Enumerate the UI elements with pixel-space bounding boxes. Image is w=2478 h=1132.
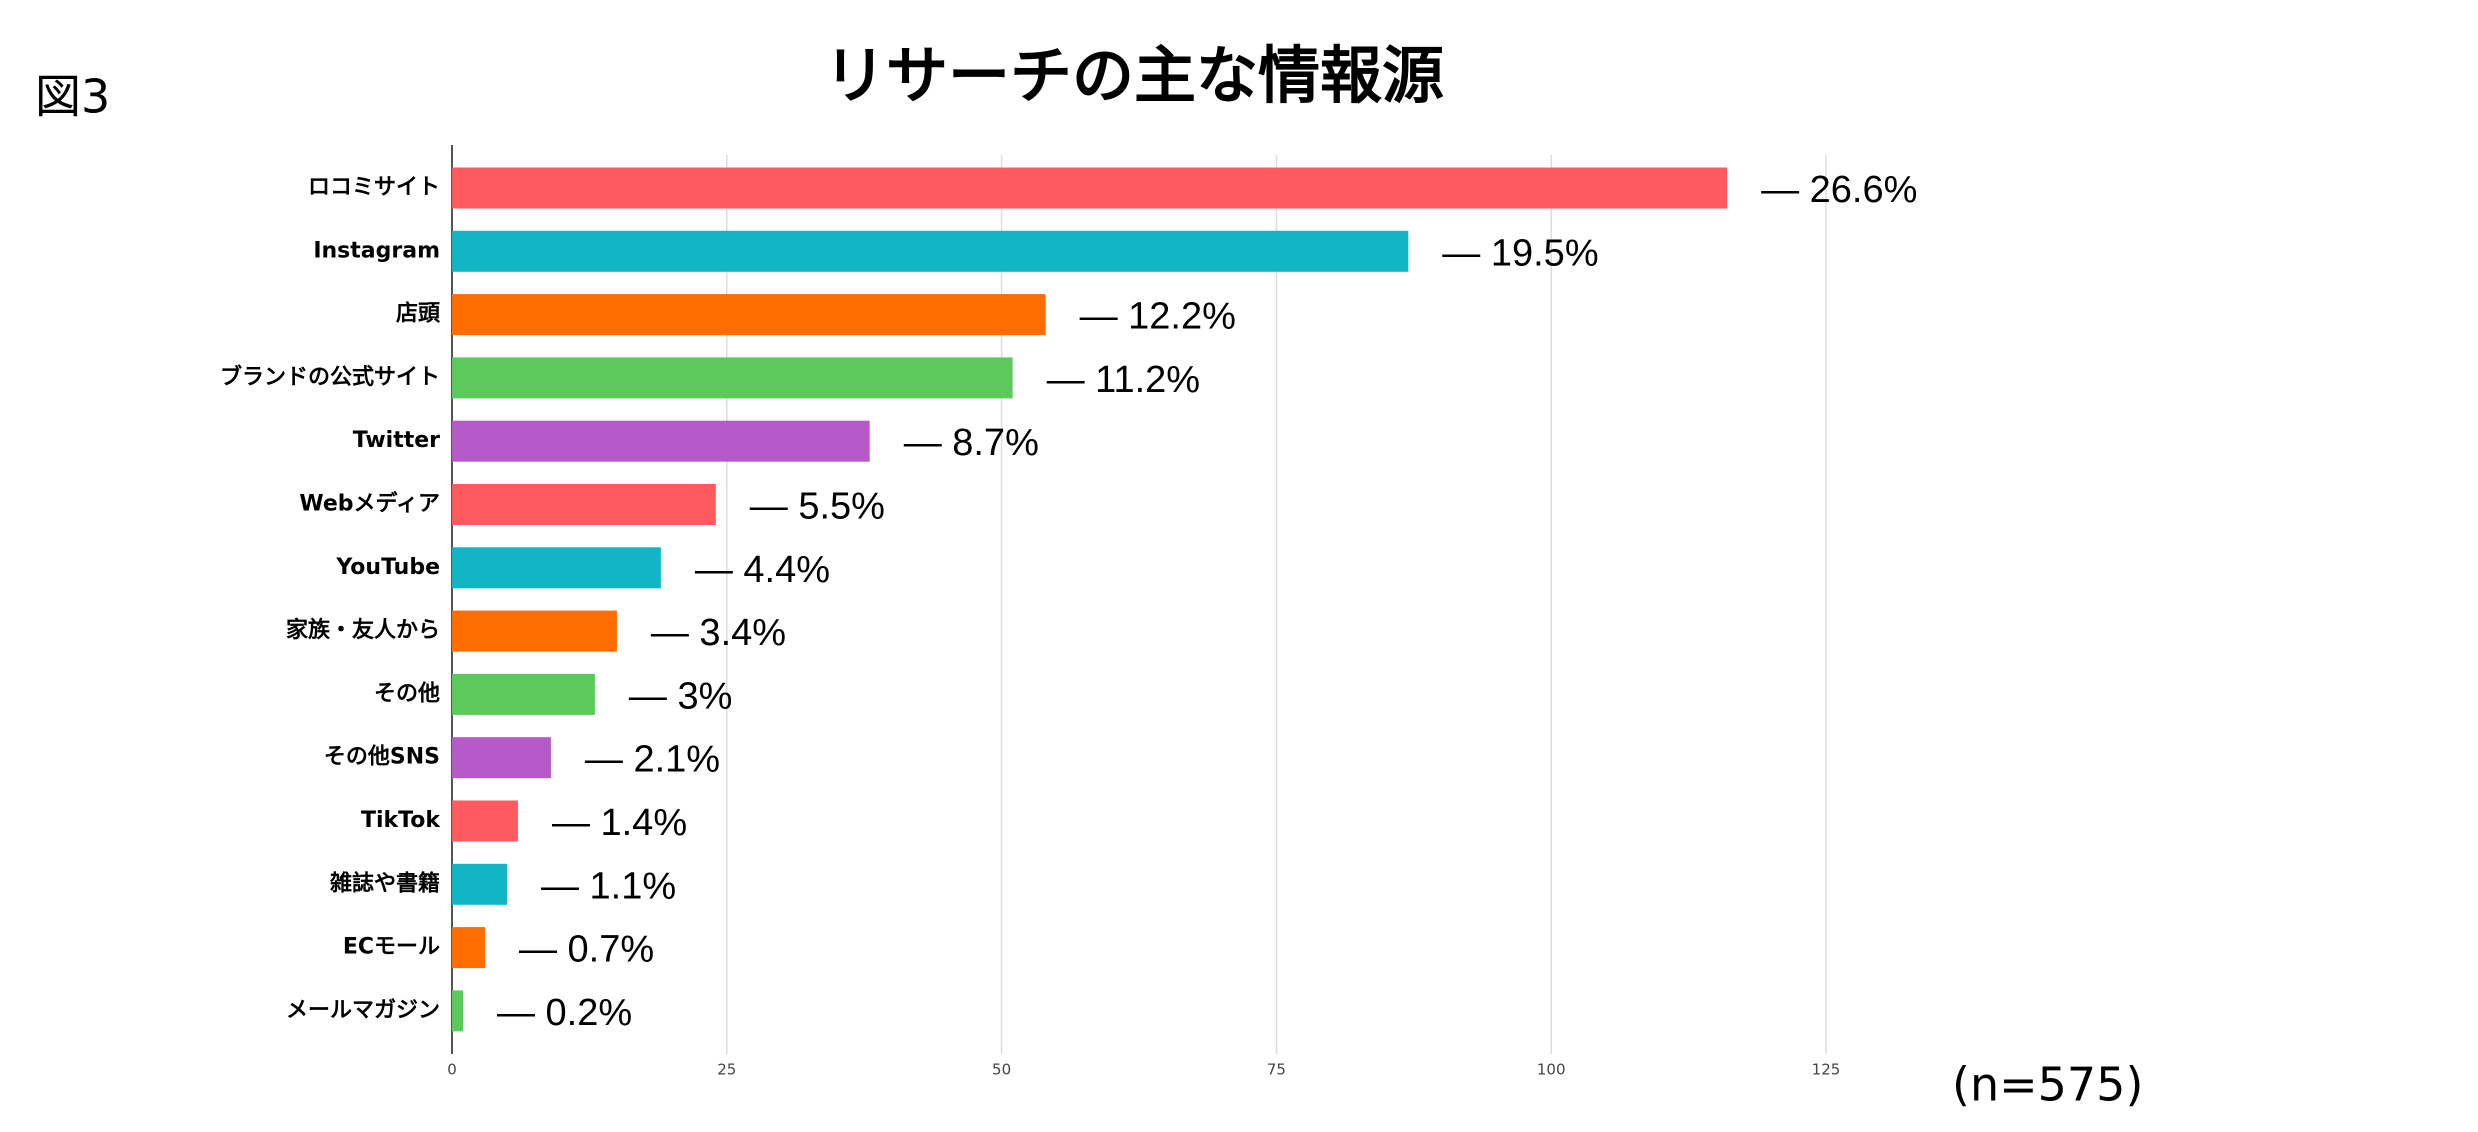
y-tick-label: メールマガジン (286, 998, 440, 1023)
y-tick-label: その他 (374, 681, 440, 706)
figure-label: 図3 (35, 70, 110, 124)
y-tick-label: その他SNS (324, 745, 440, 770)
bar-annotation: — 2.1% (585, 739, 720, 781)
bar-annotation: — 4.4% (695, 549, 830, 591)
bar-annotation: — 1.1% (541, 865, 676, 907)
bar-annotation: — 8.7% (904, 422, 1039, 464)
sample-note: (n=575) (1952, 1058, 2143, 1112)
bar-annotation: — 1.4% (552, 802, 687, 844)
bar-annotation: — 0.2% (497, 992, 632, 1034)
bar (452, 990, 463, 1032)
y-tick-label: ブランドの公式サイト (220, 364, 440, 390)
y-tick-label: 家族・友人から (286, 617, 440, 643)
bar-annotation: — 3.4% (651, 612, 786, 654)
bar-annotation: — 5.5% (750, 486, 885, 528)
x-tick-label: 0 (447, 1061, 457, 1079)
y-tick-label: Webメディア (299, 491, 440, 517)
bar (452, 610, 617, 652)
x-tick-label: 125 (1812, 1061, 1841, 1079)
bar (452, 357, 1013, 399)
bar (452, 484, 716, 525)
bar (452, 927, 485, 969)
y-tick-label: TikTok (361, 808, 441, 833)
chart-title: リサーチの主な情報源 (824, 39, 1444, 112)
bar (452, 863, 507, 905)
x-tick-label: 75 (1267, 1061, 1286, 1079)
y-tick-label: ECモール (343, 935, 440, 960)
bar (452, 737, 551, 779)
x-tick-label: 100 (1537, 1061, 1566, 1079)
bar (452, 294, 1046, 336)
bar-annotation: — 26.6% (1761, 169, 1917, 211)
y-tick-label: YouTube (335, 555, 440, 580)
y-tick-label: 雑誌や書籍 (329, 870, 440, 896)
bar-annotation: — 3% (629, 675, 732, 717)
y-tick-label: Instagram (313, 238, 440, 263)
bar (452, 420, 870, 462)
x-tick-label: 50 (992, 1061, 1011, 1079)
bar-annotation: — 12.2% (1080, 296, 1236, 338)
bar (452, 800, 518, 842)
x-tick-label: 25 (717, 1061, 736, 1079)
bar (452, 230, 1409, 272)
bar-annotation: — 11.2% (1047, 359, 1200, 401)
bar-annotation: — 19.5% (1442, 232, 1598, 274)
y-tick-label: ロコミサイト (308, 175, 440, 200)
bar (452, 673, 595, 715)
bar (452, 547, 661, 589)
bar-annotation: — 0.7% (519, 929, 654, 971)
y-tick-label: Twitter (353, 428, 440, 453)
bar (452, 167, 1728, 209)
y-tick-label: 店頭 (396, 302, 441, 327)
